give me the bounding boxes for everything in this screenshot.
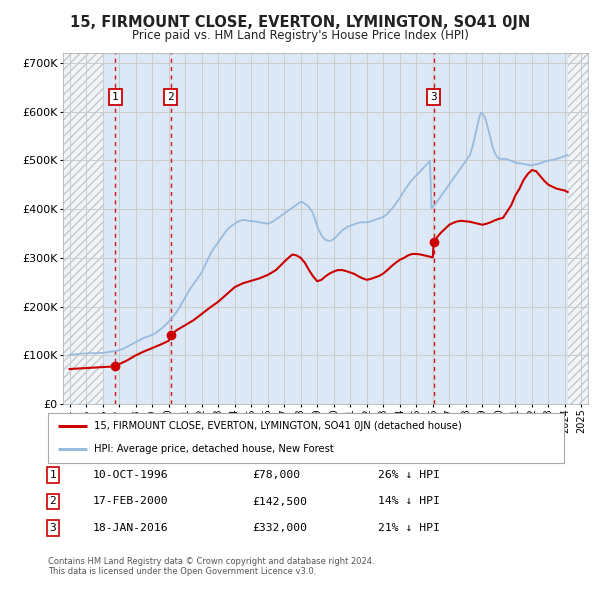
Text: 2: 2 [49,497,56,506]
Text: 3: 3 [49,523,56,533]
Text: 3: 3 [430,92,437,102]
Text: This data is licensed under the Open Government Licence v3.0.: This data is licensed under the Open Gov… [48,568,316,576]
Text: 1: 1 [112,92,119,102]
Text: £142,500: £142,500 [252,497,307,506]
Text: 2: 2 [167,92,174,102]
Text: 21% ↓ HPI: 21% ↓ HPI [378,523,440,533]
Text: 15, FIRMOUNT CLOSE, EVERTON, LYMINGTON, SO41 0JN (detached house): 15, FIRMOUNT CLOSE, EVERTON, LYMINGTON, … [94,421,462,431]
Text: 18-JAN-2016: 18-JAN-2016 [93,523,169,533]
Text: £78,000: £78,000 [252,470,300,480]
Text: Price paid vs. HM Land Registry's House Price Index (HPI): Price paid vs. HM Land Registry's House … [131,30,469,42]
Text: 15, FIRMOUNT CLOSE, EVERTON, LYMINGTON, SO41 0JN: 15, FIRMOUNT CLOSE, EVERTON, LYMINGTON, … [70,15,530,30]
Text: Contains HM Land Registry data © Crown copyright and database right 2024.: Contains HM Land Registry data © Crown c… [48,558,374,566]
Text: 1: 1 [49,470,56,480]
Text: 14% ↓ HPI: 14% ↓ HPI [378,497,440,506]
Text: 17-FEB-2000: 17-FEB-2000 [93,497,169,506]
Text: £332,000: £332,000 [252,523,307,533]
Text: HPI: Average price, detached house, New Forest: HPI: Average price, detached house, New … [94,444,334,454]
Text: 10-OCT-1996: 10-OCT-1996 [93,470,169,480]
Text: 26% ↓ HPI: 26% ↓ HPI [378,470,440,480]
